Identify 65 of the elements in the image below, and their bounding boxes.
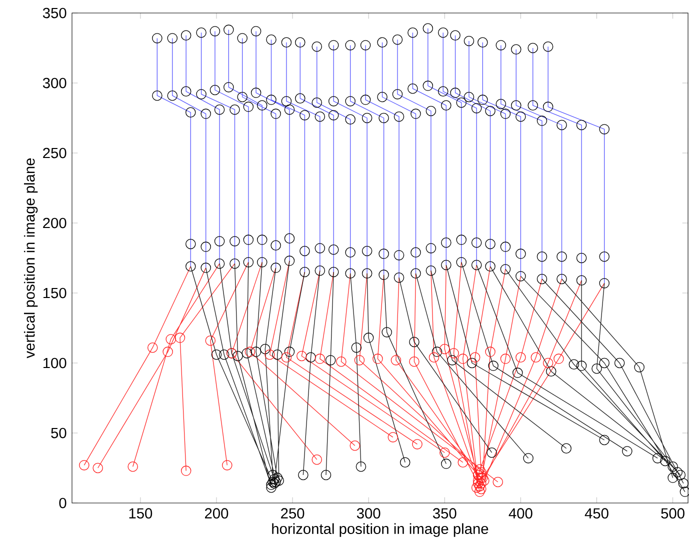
point: [128, 461, 138, 472]
point: [474, 486, 485, 497]
point: [222, 460, 232, 470]
point: [474, 464, 485, 475]
point: [485, 346, 496, 357]
x-axis-title: horizontal position in image plane: [272, 523, 488, 537]
point: [336, 356, 346, 367]
point: [79, 460, 90, 470]
point: [472, 475, 484, 486]
point: [476, 467, 486, 478]
point: [296, 350, 307, 362]
point: [162, 346, 173, 357]
point: [388, 432, 398, 442]
point: [281, 352, 292, 363]
y-axis-title: vertical position in image plane: [24, 158, 38, 358]
point: [440, 344, 450, 354]
point: [458, 354, 468, 364]
point: [542, 358, 554, 368]
y-tick-label: 350: [42, 8, 66, 18]
x-tick-label: 250: [281, 508, 304, 519]
point: [147, 342, 158, 353]
point: [180, 466, 192, 476]
point: [530, 352, 542, 363]
point: [264, 349, 275, 360]
y-tick-label: 0: [59, 498, 66, 508]
point: [476, 484, 486, 494]
point: [350, 440, 360, 451]
point: [174, 332, 186, 343]
x-tick-label: 450: [584, 508, 608, 519]
point: [205, 335, 216, 346]
point: [92, 462, 103, 474]
y-tick-label: 150: [43, 288, 66, 298]
point: [500, 354, 511, 364]
point: [244, 346, 256, 357]
point: [312, 454, 322, 465]
point: [448, 348, 459, 358]
y-tick-label: 200: [43, 218, 66, 228]
point: [458, 457, 468, 468]
point: [479, 475, 490, 486]
point: [492, 476, 504, 488]
point: [476, 478, 486, 489]
x-tick-label: 300: [356, 508, 380, 519]
x-tick-label: 500: [661, 508, 684, 519]
point: [428, 352, 440, 363]
point: [440, 447, 450, 458]
x-tick-label: 400: [508, 508, 532, 519]
x-tick-label: 200: [204, 508, 228, 519]
point: [409, 356, 420, 367]
point: [354, 355, 365, 366]
point: [314, 354, 326, 364]
y-tick-label: 300: [42, 78, 66, 88]
point: [372, 354, 383, 364]
point: [472, 478, 484, 489]
point: [554, 354, 564, 364]
point: [166, 334, 176, 344]
y-tick-label: 50: [51, 428, 66, 438]
x-tick-label: 350: [432, 508, 456, 519]
point: [471, 482, 482, 493]
y-tick-label: 250: [43, 148, 66, 158]
point: [390, 355, 402, 366]
y-tick-label: 100: [43, 358, 66, 368]
point: [412, 439, 422, 450]
point: [470, 352, 480, 363]
point: [516, 352, 526, 363]
x-tick-label: 150: [129, 508, 152, 519]
